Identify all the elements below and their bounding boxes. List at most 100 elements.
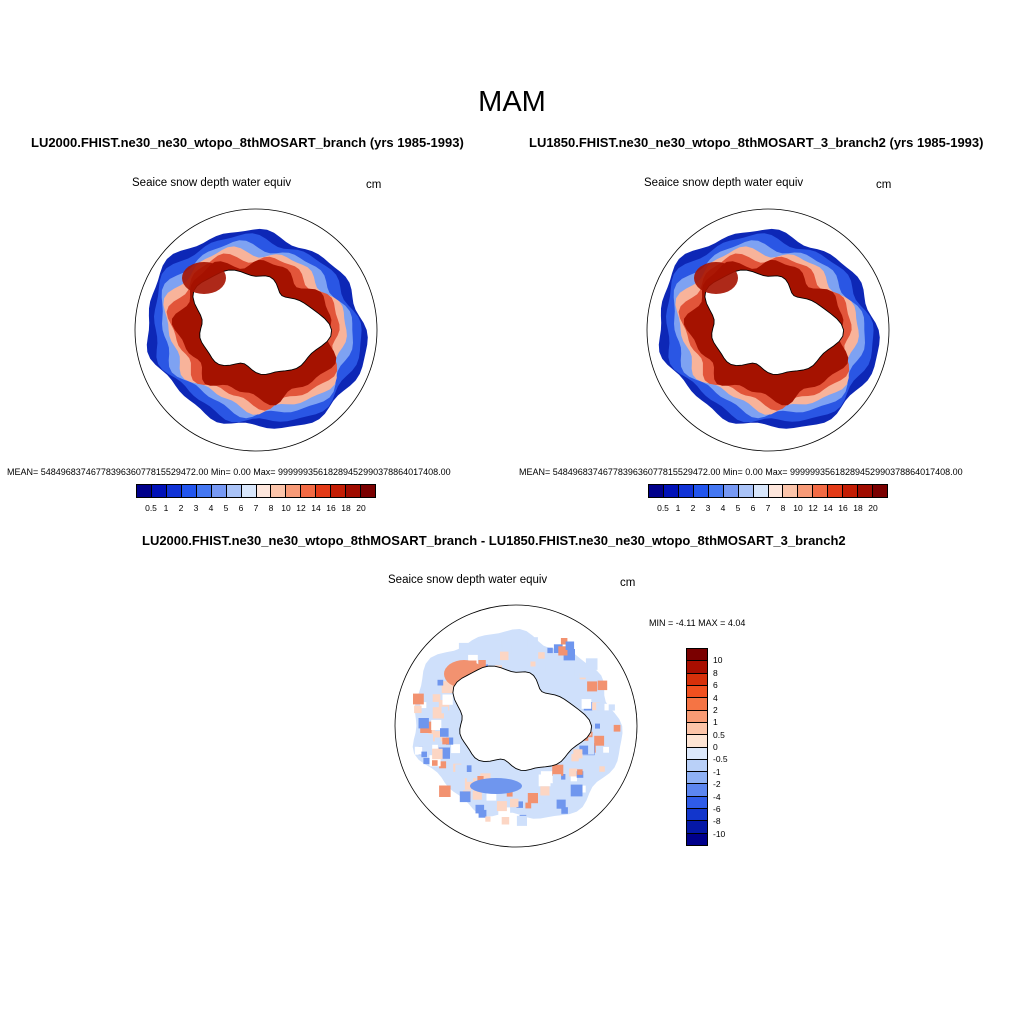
difference-cell: [460, 791, 471, 802]
diff-variable-label: Seaice snow depth water equiv: [388, 574, 547, 586]
colorbar-tick-label: -4: [713, 792, 721, 802]
colorbar-swatch: [664, 485, 679, 497]
left-units-label: cm: [366, 179, 381, 191]
colorbar-tick-label: 2: [691, 503, 696, 513]
colorbar-swatch: [167, 485, 182, 497]
diff-colorbar: [686, 648, 708, 846]
colorbar-swatch: [687, 772, 707, 784]
difference-cell: [494, 641, 502, 649]
difference-cell: [531, 662, 536, 667]
left-colorbar-ticks: 0.5 1 2 3 4 5 6 7 8 10 12 14 16 18 20: [136, 503, 376, 515]
right-stats: MEAN= 5484968374677839636077815529472.00…: [519, 467, 963, 477]
difference-cell: [603, 747, 609, 753]
colorbar-swatch: [873, 485, 887, 497]
difference-cell: [451, 744, 460, 753]
colorbar-tick-label: 12: [296, 503, 305, 513]
colorbar-tick-label: -2: [713, 779, 721, 789]
colorbar-tick-label: 16: [838, 503, 847, 513]
colorbar-tick-label: 5: [736, 503, 741, 513]
difference-cell: [596, 703, 603, 710]
difference-cell: [547, 798, 557, 808]
difference-cell: [442, 738, 449, 745]
colorbar-tick-label: 8: [781, 503, 786, 513]
difference-cell: [435, 738, 441, 744]
difference-cell: [566, 642, 575, 651]
difference-polar-map: [393, 603, 639, 849]
colorbar-tick-label: 10: [713, 655, 722, 665]
difference-cell: [439, 786, 451, 798]
colorbar-tick-label: 2: [179, 503, 184, 513]
colorbar-tick-label: 2: [713, 705, 718, 715]
colorbar-swatch: [331, 485, 346, 497]
colorbar-tick-label: 16: [326, 503, 335, 513]
difference-cell: [501, 794, 507, 800]
colorbar-swatch: [687, 797, 707, 809]
difference-cell: [539, 799, 544, 804]
difference-cell: [569, 769, 577, 777]
difference-cell: [431, 720, 441, 730]
right-colorbar-ticks: 0.5 1 2 3 4 5 6 7 8 10 12 14 16 18 20: [648, 503, 888, 515]
difference-cell: [614, 725, 621, 732]
colorbar-swatch: [679, 485, 694, 497]
negative-anomaly: [470, 778, 522, 794]
diff-colorbar-ticks: 10 8 6 4 2 1 0.5 0 -0.5 -1 -2 -4 -6 -8 -10: [713, 648, 753, 846]
difference-cell: [545, 665, 553, 673]
colorbar-tick-label: -6: [713, 804, 721, 814]
difference-cell: [541, 771, 553, 783]
difference-cell: [552, 765, 563, 776]
difference-cell: [582, 699, 592, 709]
difference-cell: [476, 805, 485, 814]
colorbar-tick-label: 14: [823, 503, 832, 513]
colorbar-swatch: [687, 649, 707, 661]
colorbar-swatch: [687, 748, 707, 760]
difference-cell: [595, 724, 600, 729]
difference-cell: [571, 785, 583, 797]
difference-cell: [587, 681, 597, 691]
weddell-sea-snow: [182, 262, 226, 294]
difference-cell: [432, 760, 438, 766]
difference-cell: [573, 749, 582, 758]
colorbar-swatch: [687, 661, 707, 673]
colorbar-swatch: [316, 485, 331, 497]
difference-cell: [414, 706, 422, 714]
difference-cell: [442, 707, 449, 714]
weddell-sea-snow: [694, 262, 738, 294]
colorbar-tick-label: 6: [713, 680, 718, 690]
colorbar-swatch: [301, 485, 316, 497]
colorbar-tick-label: 1: [713, 717, 718, 727]
colorbar-swatch: [137, 485, 152, 497]
colorbar-swatch: [212, 485, 227, 497]
difference-cell: [580, 667, 590, 677]
right-panel-title: LU1850.FHIST.ne30_ne30_wtopo_8thMOSART_3…: [529, 135, 983, 150]
difference-cell: [440, 728, 449, 737]
colorbar-swatch: [687, 760, 707, 772]
colorbar-swatch: [197, 485, 212, 497]
colorbar-tick-label: -10: [713, 829, 725, 839]
colorbar-swatch: [271, 485, 286, 497]
colorbar-tick-label: -1: [713, 767, 721, 777]
colorbar-tick-label: 3: [194, 503, 199, 513]
colorbar-swatch: [709, 485, 724, 497]
difference-cell: [553, 774, 561, 782]
difference-cell: [485, 817, 490, 822]
colorbar-swatch: [687, 809, 707, 821]
difference-cell: [443, 695, 453, 705]
right-polar-map: [645, 207, 891, 453]
difference-cell: [432, 749, 443, 760]
colorbar-swatch: [361, 485, 375, 497]
colorbar-tick-label: 7: [766, 503, 771, 513]
colorbar-swatch: [227, 485, 242, 497]
difference-cell: [433, 694, 441, 702]
colorbar-swatch: [687, 784, 707, 796]
colorbar-tick-label: 0.5: [657, 503, 669, 513]
difference-cell: [497, 801, 507, 811]
left-variable-label: Seaice snow depth water equiv: [132, 177, 291, 189]
colorbar-swatch: [798, 485, 813, 497]
colorbar-tick-label: 4: [209, 503, 214, 513]
colorbar-swatch: [182, 485, 197, 497]
colorbar-swatch: [152, 485, 167, 497]
colorbar-tick-label: 0.5: [713, 730, 725, 740]
colorbar-swatch: [687, 711, 707, 723]
difference-cell: [421, 752, 427, 758]
colorbar-tick-label: -8: [713, 816, 721, 826]
